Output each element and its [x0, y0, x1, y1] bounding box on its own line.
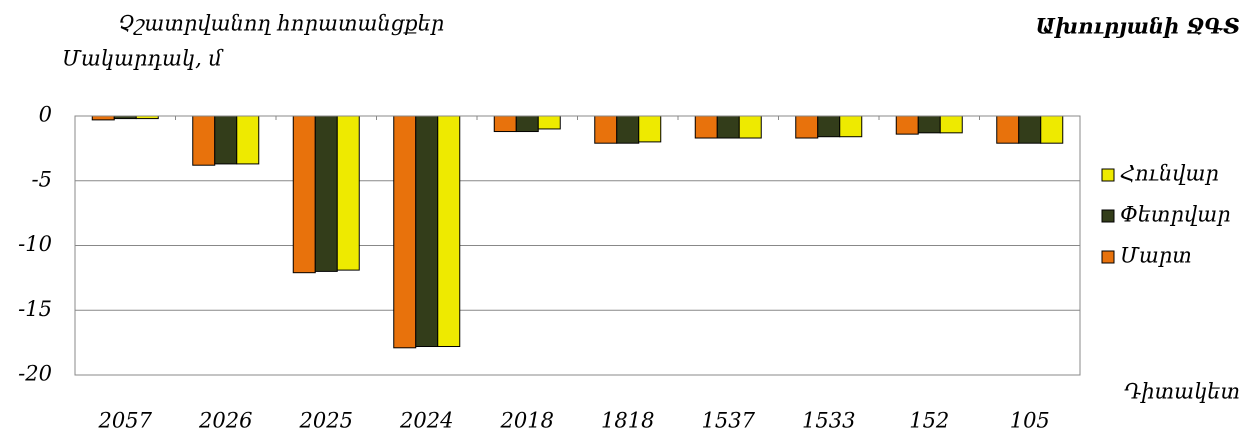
bar [694, 115, 718, 139]
x-tick-label: 2025 [299, 409, 353, 433]
bar [638, 115, 662, 143]
bar [314, 115, 338, 272]
y-tick-label: 0 [39, 103, 52, 127]
x-tick-label: 2026 [198, 409, 252, 433]
bar [1018, 115, 1042, 144]
bar [415, 115, 439, 348]
bar [1040, 115, 1064, 144]
bar [537, 115, 561, 130]
legend-swatch [1101, 168, 1115, 182]
bar [91, 115, 115, 121]
bar [336, 115, 360, 271]
bar [917, 115, 941, 134]
legend-swatch [1101, 250, 1115, 264]
bar [292, 115, 316, 274]
x-tick-label: 1533 [802, 409, 855, 433]
bar [895, 115, 919, 135]
bar [437, 115, 461, 348]
bar [839, 115, 863, 138]
bar [393, 115, 417, 349]
legend-swatch [1101, 209, 1115, 223]
legend-label: Մարտ [1120, 244, 1192, 268]
x-tick-label: 105 [1010, 409, 1050, 433]
bar [795, 115, 819, 139]
legend-label: Փետրվար [1120, 203, 1231, 227]
bar [493, 115, 517, 133]
x-tick-label: 1537 [702, 409, 756, 433]
x-tick-label: 152 [909, 409, 949, 433]
bar [236, 115, 260, 165]
y-axis-label: Մակարդակ, մ [62, 47, 224, 71]
bar [817, 115, 841, 138]
x-tick-label: 2057 [98, 409, 153, 433]
bar [616, 115, 640, 144]
bar [515, 115, 539, 133]
bar [716, 115, 740, 139]
bar [738, 115, 762, 139]
bar [192, 115, 216, 166]
bar [214, 115, 238, 165]
x-tick-label: 2024 [399, 409, 453, 433]
bar [594, 115, 618, 144]
legend-label: Հունվար [1120, 162, 1219, 186]
y-tick-label: -10 [18, 232, 52, 256]
x-tick-label: 1818 [601, 409, 654, 433]
y-tick-label: -20 [18, 362, 52, 386]
bar [996, 115, 1020, 144]
chart-title: Չշատրվանող հորատանցքեր [118, 12, 444, 36]
x-axis-label: Դիտակետ [1124, 380, 1240, 404]
y-tick-label: -15 [18, 297, 52, 321]
y-tick-label: -5 [32, 167, 52, 191]
chart-subtitle: Ախուրյանի ՋԳՏ [1036, 14, 1240, 39]
x-tick-label: 2018 [500, 409, 554, 433]
bar [939, 115, 963, 134]
